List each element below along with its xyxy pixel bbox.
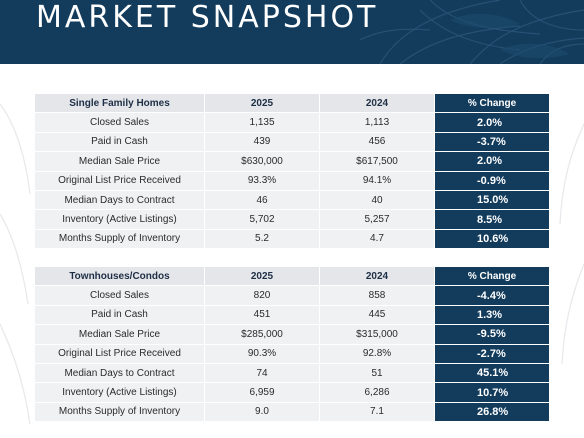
row-label: Median Days to Contract xyxy=(35,190,205,211)
table-row: Median Sale Price $630,000 $617,500 2.0% xyxy=(35,152,550,172)
value-2024: $617,500 xyxy=(320,152,435,172)
change-value: -2.7% xyxy=(435,344,550,364)
value-2024: 7.1 xyxy=(320,402,435,423)
change-value: 2.0% xyxy=(435,152,550,172)
change-value: -3.7% xyxy=(435,132,550,153)
change-value: 8.5% xyxy=(435,210,550,230)
value-2025: 820 xyxy=(205,286,320,306)
year-2024-header: 2024 xyxy=(320,267,435,287)
single-family-table: Single Family Homes 2025 2024 % Change C… xyxy=(35,94,550,250)
value-2024: 445 xyxy=(320,305,435,326)
value-2024: 1,113 xyxy=(320,113,435,133)
table-row: Months Supply of Inventory 5.2 4.7 10.6% xyxy=(35,229,550,250)
value-2024: 5,257 xyxy=(320,210,435,230)
table-header-row: Single Family Homes 2025 2024 % Change xyxy=(35,94,550,114)
year-2024-header: 2024 xyxy=(320,94,435,114)
value-2024: 92.8% xyxy=(320,344,435,364)
year-2025-header: 2025 xyxy=(205,267,320,287)
row-label: Paid in Cash xyxy=(35,305,205,326)
value-2025: 46 xyxy=(205,190,320,211)
value-2024: 51 xyxy=(320,363,435,384)
row-label: Closed Sales xyxy=(35,286,205,306)
page-title: MARKET SNAPSHOT xyxy=(36,0,379,35)
value-2024: 94.1% xyxy=(320,171,435,191)
change-value: 10.6% xyxy=(435,229,550,250)
value-2025: 74 xyxy=(205,363,320,384)
table-row: Inventory (Active Listings) 6,959 6,286 10.… xyxy=(35,383,550,403)
row-label: Median Sale Price xyxy=(35,152,205,172)
value-2024: 40 xyxy=(320,190,435,211)
header-banner: MARKET SNAPSHOT xyxy=(0,0,584,64)
value-2025: 90.3% xyxy=(205,344,320,364)
value-2024: 858 xyxy=(320,286,435,306)
table-row: Median Sale Price $285,000 $315,000 -9.5% xyxy=(35,325,550,345)
background-leaf-pattern-icon xyxy=(0,103,584,425)
row-label: Inventory (Active Listings) xyxy=(35,383,205,403)
palm-leaf-pattern-icon xyxy=(359,0,584,64)
category-header: Townhouses/Condos xyxy=(35,267,205,287)
table-row: Original List Price Received 93.3% 94.1% -0… xyxy=(35,171,550,191)
table-row: Median Days to Contract 74 51 45.1% xyxy=(35,363,550,384)
row-label: Inventory (Active Listings) xyxy=(35,210,205,230)
change-value: 15.0% xyxy=(435,190,550,211)
change-value: 10.7% xyxy=(435,383,550,403)
row-label: Closed Sales xyxy=(35,113,205,133)
category-header: Single Family Homes xyxy=(35,94,205,114)
change-value: 45.1% xyxy=(435,363,550,384)
change-value: 1.3% xyxy=(435,305,550,326)
table-row: Paid in Cash 451 445 1.3% xyxy=(35,305,550,326)
table-row: Closed Sales 1,135 1,113 2.0% xyxy=(35,113,550,133)
value-2024: 4.7 xyxy=(320,229,435,250)
value-2024: 456 xyxy=(320,132,435,153)
value-2025: 9.0 xyxy=(205,402,320,423)
row-label: Median Days to Contract xyxy=(35,363,205,384)
townhouses-condos-table: Townhouses/Condos 2025 2024 % Change Clo… xyxy=(35,267,550,423)
table-row: Median Days to Contract 46 40 15.0% xyxy=(35,190,550,211)
year-2025-header: 2025 xyxy=(205,94,320,114)
value-2025: 93.3% xyxy=(205,171,320,191)
table-row: Paid in Cash 439 456 -3.7% xyxy=(35,132,550,153)
value-2025: 1,135 xyxy=(205,113,320,133)
row-label: Original List Price Received xyxy=(35,344,205,364)
change-value: -4.4% xyxy=(435,286,550,306)
value-2024: 6,286 xyxy=(320,383,435,403)
table-row: Original List Price Received 90.3% 92.8% -2… xyxy=(35,344,550,364)
change-value: 26.8% xyxy=(435,402,550,423)
value-2025: $630,000 xyxy=(205,152,320,172)
value-2025: 5,702 xyxy=(205,210,320,230)
change-header: % Change xyxy=(435,94,550,114)
row-label: Months Supply of Inventory xyxy=(35,229,205,250)
table-row: Inventory (Active Listings) 5,702 5,257 8.5… xyxy=(35,210,550,230)
change-value: -9.5% xyxy=(435,325,550,345)
row-label: Median Sale Price xyxy=(35,325,205,345)
row-label: Original List Price Received xyxy=(35,171,205,191)
change-value: -0.9% xyxy=(435,171,550,191)
value-2025: $285,000 xyxy=(205,325,320,345)
table-row: Months Supply of Inventory 9.0 7.1 26.8% xyxy=(35,402,550,423)
value-2025: 451 xyxy=(205,305,320,326)
value-2025: 6,959 xyxy=(205,383,320,403)
value-2025: 439 xyxy=(205,132,320,153)
value-2024: $315,000 xyxy=(320,325,435,345)
table-row: Closed Sales 820 858 -4.4% xyxy=(35,286,550,306)
table-header-row: Townhouses/Condos 2025 2024 % Change xyxy=(35,267,550,287)
row-label: Paid in Cash xyxy=(35,132,205,153)
change-value: 2.0% xyxy=(435,113,550,133)
change-header: % Change xyxy=(435,267,550,287)
row-label: Months Supply of Inventory xyxy=(35,402,205,423)
value-2025: 5.2 xyxy=(205,229,320,250)
